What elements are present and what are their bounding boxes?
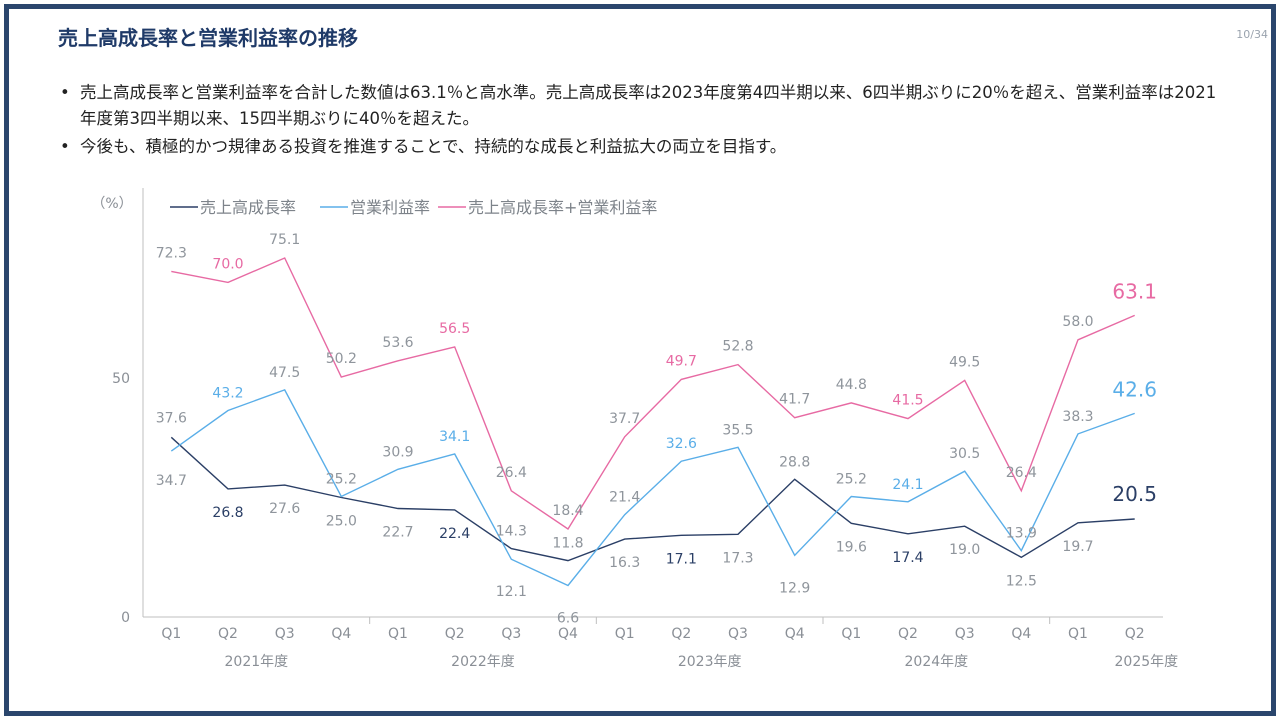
data-label: 17.3 [722, 550, 753, 566]
data-label: 17.4 [892, 550, 923, 566]
y-tick-label: 50 [112, 371, 130, 387]
legend-label: 売上高成長率 [200, 198, 296, 217]
y-tick-label: 0 [121, 610, 130, 626]
data-label: 37.6 [156, 410, 187, 426]
data-label: 52.8 [722, 339, 753, 355]
bullet-item-1: • 売上高成長率と営業利益率を合計した数値は63.1％と高水準。売上高成長率は2… [58, 80, 1218, 132]
year-label: 2022年度 [451, 654, 515, 670]
bullet-list: • 売上高成長率と営業利益率を合計した数値は63.1％と高水準。売上高成長率は2… [58, 80, 1218, 162]
data-label: 24.1 [892, 477, 923, 493]
legend-label: 営業利益率 [350, 198, 430, 217]
data-label: 43.2 [212, 386, 243, 402]
legend-label: 売上高成長率+営業利益率 [468, 198, 657, 217]
data-label: 50.2 [326, 351, 357, 367]
data-label: 32.6 [666, 436, 697, 452]
x-tick-label: Q2 [1125, 626, 1145, 642]
data-label: 47.5 [269, 365, 300, 381]
data-label: 11.8 [552, 536, 583, 552]
bullet-item-2: • 今後も、積極的かつ規律ある投資を推進することで、持続的な成長と利益拡大の両立… [58, 134, 1218, 160]
x-tick-label: Q1 [841, 626, 861, 642]
data-label: 14.3 [496, 524, 527, 540]
data-label: 26.4 [496, 465, 527, 481]
data-label: 75.1 [269, 232, 300, 248]
data-label: 27.6 [269, 501, 300, 517]
data-label: 12.5 [1006, 573, 1037, 589]
data-label: 18.4 [552, 503, 583, 519]
data-label: 34.7 [156, 473, 187, 489]
y-unit-label: （%） [91, 196, 132, 212]
data-label: 70.0 [212, 256, 243, 272]
data-label: 22.7 [382, 524, 413, 540]
x-tick-label: Q4 [331, 626, 351, 642]
data-label: 41.7 [779, 392, 810, 408]
data-label: 49.7 [666, 353, 697, 369]
x-tick-label: Q4 [558, 626, 578, 642]
data-label: 25.2 [326, 472, 357, 488]
bullet-icon: • [60, 83, 70, 102]
page-number: 10/34 [1236, 28, 1268, 41]
x-tick-label: Q1 [161, 626, 181, 642]
data-label: 35.5 [722, 422, 753, 438]
data-label: 12.1 [496, 584, 527, 600]
data-label: 72.3 [156, 245, 187, 261]
data-label: 42.6 [1112, 377, 1157, 401]
data-label: 56.5 [439, 321, 470, 337]
x-tick-label: Q4 [785, 626, 805, 642]
data-label: 19.0 [949, 542, 980, 558]
data-label: 53.6 [382, 335, 413, 351]
data-label: 21.4 [609, 490, 640, 506]
x-tick-label: Q4 [1011, 626, 1031, 642]
x-tick-label: Q3 [955, 626, 975, 642]
data-label: 34.1 [439, 429, 470, 445]
data-label: 38.3 [1062, 409, 1093, 425]
x-tick-label: Q1 [1068, 626, 1088, 642]
slide-frame [4, 4, 1276, 716]
series-line [171, 257, 1135, 530]
data-label: 41.5 [892, 393, 923, 409]
year-label: 2025年度 [1115, 654, 1179, 670]
bullet-text-1: 売上高成長率と営業利益率を合計した数値は63.1％と高水準。売上高成長率は202… [80, 83, 1217, 128]
x-tick-label: Q2 [671, 626, 691, 642]
bullet-icon: • [60, 137, 70, 156]
data-label: 63.1 [1112, 279, 1157, 303]
data-label: 17.1 [666, 551, 697, 567]
data-label: 19.6 [836, 539, 867, 555]
data-label: 25.2 [836, 472, 867, 488]
page-title: 売上高成長率と営業利益率の推移 [58, 26, 358, 50]
data-label: 6.6 [557, 610, 579, 626]
data-label: 49.5 [949, 354, 980, 370]
data-label: 30.9 [382, 444, 413, 460]
data-label: 25.0 [326, 514, 357, 530]
data-label: 26.4 [1006, 465, 1037, 481]
series-line [170, 436, 1135, 562]
data-label: 20.5 [1112, 482, 1157, 506]
data-label: 16.3 [609, 555, 640, 571]
x-tick-label: Q2 [445, 626, 465, 642]
data-label: 22.4 [439, 526, 470, 542]
x-tick-label: Q3 [275, 626, 295, 642]
x-tick-label: Q2 [218, 626, 238, 642]
year-label: 2023年度 [678, 654, 742, 670]
year-label: 2021年度 [225, 654, 289, 670]
data-label: 28.8 [779, 454, 810, 470]
series-line [170, 389, 1135, 587]
data-label: 37.7 [609, 411, 640, 427]
data-label: 26.8 [212, 505, 243, 521]
data-label: 19.7 [1062, 539, 1093, 555]
data-label: 30.5 [949, 446, 980, 462]
x-tick-label: Q1 [388, 626, 408, 642]
x-tick-label: Q3 [501, 626, 521, 642]
x-tick-label: Q1 [615, 626, 635, 642]
x-tick-label: Q3 [728, 626, 748, 642]
data-label: 44.8 [836, 377, 867, 393]
data-label: 12.9 [779, 580, 810, 596]
bullet-text-2: 今後も、積極的かつ規律ある投資を推進することで、持続的な成長と利益拡大の両立を目… [80, 137, 787, 156]
x-tick-label: Q2 [898, 626, 918, 642]
year-label: 2024年度 [905, 654, 969, 670]
data-label: 13.9 [1006, 526, 1037, 542]
data-label: 58.0 [1062, 314, 1093, 330]
